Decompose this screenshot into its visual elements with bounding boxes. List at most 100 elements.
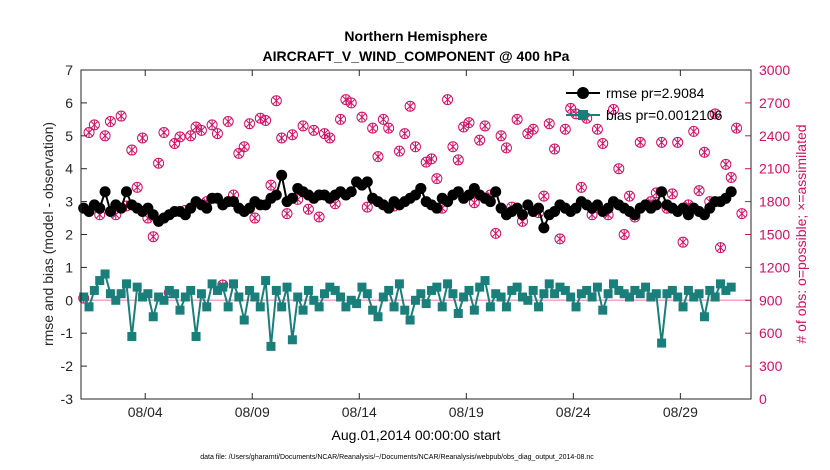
obs-assimilated-point <box>427 154 436 164</box>
bias-point <box>582 285 592 295</box>
obs-assimilated-point <box>668 189 677 199</box>
obs-possible-point <box>613 163 625 175</box>
obs-possible-point <box>624 190 636 202</box>
y-tick-label-right: 1500 <box>759 227 790 243</box>
rmse-point <box>490 186 502 198</box>
obs-assimilated-point <box>411 141 420 152</box>
obs-possible-point <box>238 141 250 153</box>
x-tick-label: 08/29 <box>663 404 698 420</box>
bias-point <box>100 269 110 279</box>
obs-possible-point <box>399 128 411 140</box>
obs-assimilated-point <box>256 113 265 124</box>
obs-assimilated-point <box>620 229 629 240</box>
bias-point <box>630 285 640 295</box>
bias-point <box>694 289 704 299</box>
bias-point <box>416 289 426 299</box>
obs-assimilated-point <box>539 191 548 201</box>
bias-point <box>368 305 378 315</box>
bias-point <box>336 292 346 302</box>
obs-possible-point <box>591 123 603 135</box>
legend-marker-rmse <box>577 87 589 99</box>
obs-assimilated-point <box>561 124 570 135</box>
obs-assimilated-point <box>277 133 286 143</box>
obs-assimilated-point <box>695 185 704 196</box>
obs-assimilated-point <box>598 138 607 149</box>
bias-point <box>346 295 356 305</box>
bias-point <box>250 292 260 302</box>
obs-possible-point <box>335 113 347 125</box>
bias-point <box>571 302 581 312</box>
obs-possible-point <box>607 103 619 115</box>
bias-point <box>427 285 437 295</box>
bias-point <box>689 292 699 302</box>
plot-frame <box>80 69 752 400</box>
bias-point <box>560 285 570 295</box>
obs-assimilated-point <box>497 131 506 141</box>
bias-point <box>261 276 271 286</box>
bias-point <box>667 285 677 295</box>
bias-point <box>138 292 148 302</box>
bias-point <box>245 285 255 295</box>
rmse-point <box>270 189 282 201</box>
obs-assimilated-point <box>304 204 313 215</box>
obs-assimilated-point <box>154 158 163 169</box>
bias-point <box>480 276 490 286</box>
bias-point <box>143 289 153 299</box>
bias-point <box>384 285 394 295</box>
obs-assimilated-point <box>502 143 511 153</box>
bias-point <box>218 282 228 292</box>
bias-point <box>443 279 453 289</box>
rmse-point <box>361 176 373 188</box>
bias-point <box>608 279 618 289</box>
y-tick-label-left: 7 <box>65 62 73 78</box>
bias-point <box>175 305 185 315</box>
obs-assimilated-point <box>213 128 222 139</box>
bias-point <box>635 289 645 299</box>
bias-point <box>255 302 265 312</box>
obs-possible-point <box>233 147 245 159</box>
obs-possible-point <box>698 146 710 158</box>
obs-possible-point <box>597 137 609 149</box>
obs-assimilated-point <box>159 127 168 138</box>
obs-possible-point <box>447 141 459 153</box>
y-tick-label-right: 900 <box>759 292 783 308</box>
bias-point <box>550 289 560 299</box>
obs-assimilated-point <box>341 94 350 105</box>
bias-point <box>657 338 667 348</box>
bias-point <box>453 308 463 318</box>
obs-assimilated-point <box>454 155 463 165</box>
obs-possible-point <box>104 116 116 128</box>
obs-possible-point <box>677 236 689 248</box>
obs-possible-point <box>158 127 170 139</box>
obs-possible-point <box>244 118 256 130</box>
bias-point <box>303 285 313 295</box>
y-tick-label-left: 6 <box>65 95 73 111</box>
bias-point <box>84 302 94 312</box>
rmse-point <box>94 202 106 214</box>
obs-possible-point <box>308 124 320 136</box>
obs-possible-point <box>736 208 748 220</box>
obs-assimilated-point <box>475 135 484 145</box>
obs-possible-point <box>99 130 111 142</box>
bias-point <box>378 292 388 302</box>
bias-point <box>592 282 602 292</box>
bias-point <box>544 279 554 289</box>
legend-marker-bias <box>578 110 588 120</box>
obs-possible-point <box>554 233 566 245</box>
obs-possible-point <box>281 208 293 220</box>
rmse-point <box>484 196 496 208</box>
y-tick-label-left: 4 <box>65 161 73 177</box>
obs-assimilated-point <box>117 111 126 121</box>
obs-assimilated-point <box>379 114 388 125</box>
obs-assimilated-point <box>470 197 479 208</box>
bias-point <box>673 292 683 302</box>
bias-point <box>389 302 399 312</box>
obs-possible-point <box>302 203 314 215</box>
obs-possible-point <box>383 122 395 134</box>
obs-possible-point <box>206 119 218 131</box>
obs-assimilated-point <box>261 115 270 126</box>
obs-assimilated-point <box>459 122 468 132</box>
chart-title: Northern Hemisphere <box>344 28 487 44</box>
bias-point <box>191 331 201 341</box>
bias-point <box>341 302 351 312</box>
